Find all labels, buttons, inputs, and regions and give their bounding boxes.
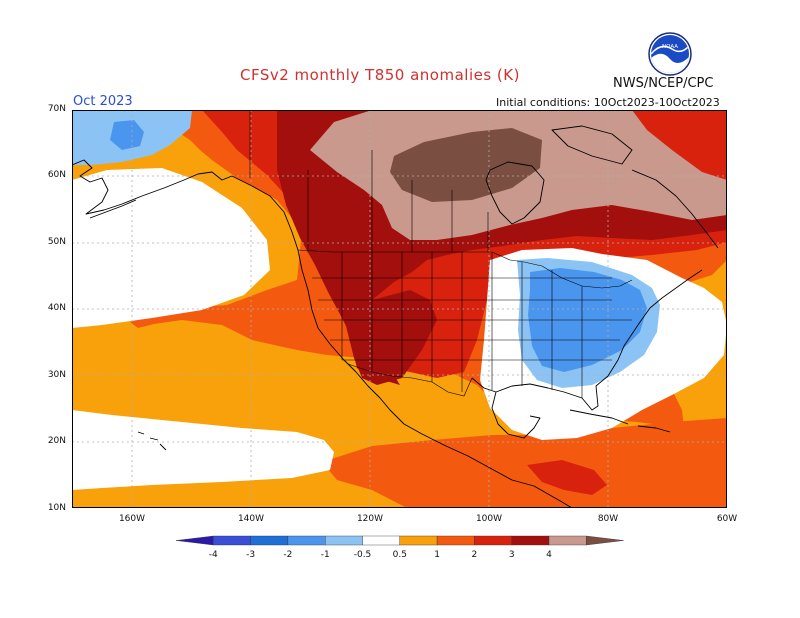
initial-conditions: Initial conditions: 10Oct2023-10Oct2023 (496, 96, 720, 109)
colorbar-labels: -4 -3 -2 -1 -0.5 0.5 1 2 3 4 (209, 550, 552, 560)
colorbar-level-label: -2 (283, 550, 292, 560)
border-us-mexico (347, 363, 473, 397)
coastlines (72, 125, 719, 508)
lon-label-140w: 140W (237, 514, 265, 524)
graticule (72, 110, 727, 508)
forecast-month: Oct 2023 (73, 94, 133, 109)
colorbar: -4 -3 -2 -1 -0.5 0.5 1 2 3 4 (175, 535, 624, 560)
coast-gulf (471, 375, 609, 411)
political-borders (249, 110, 633, 398)
coast-hawaii (137, 431, 167, 451)
colorbar-level-label: 0.5 (393, 550, 407, 560)
coast-cuba (569, 409, 629, 425)
colorbar-swatch (213, 535, 251, 546)
logo-text: NOAA (662, 44, 678, 50)
lat-label-60n: 60N (47, 170, 66, 180)
coast-central-america (533, 485, 573, 508)
colorbar-swatch (250, 535, 289, 546)
coast-alaska (72, 159, 233, 215)
colorbar-swatch (586, 535, 624, 546)
colorbar-level-label: 1 (434, 550, 440, 560)
band-3-4-southwest (344, 290, 437, 385)
lon-label-120w: 120W (356, 514, 384, 524)
colorbar-swatch (362, 535, 400, 546)
anomaly-map (72, 110, 727, 508)
band-neg-ak-inner (110, 120, 144, 150)
coast-baja (355, 371, 535, 487)
colorbar-level-label: -0.5 (354, 550, 372, 560)
coast-arctic-islands (551, 125, 633, 165)
colorbar-level-label: 3 (509, 550, 515, 560)
map-frame (72, 110, 727, 508)
colorbar-level-label: -1 (321, 550, 330, 560)
agency-label: NWS/NCEP/CPC (613, 76, 714, 91)
band-neutral-gulf (492, 395, 592, 432)
colorbar-swatches (175, 535, 624, 546)
lat-label-10n: 10N (47, 503, 66, 513)
colorbar-swatch (324, 535, 363, 546)
coast-pacific-nw (231, 175, 357, 373)
colorbar-swatch (548, 535, 587, 546)
noaa-logo: NOAA (648, 32, 692, 76)
coast-hudson-bay (485, 161, 545, 225)
colorbar-level-label: -3 (246, 550, 255, 560)
border-canada-provinces (307, 150, 489, 252)
coast-atlantic (607, 269, 703, 377)
coast-labrador (631, 169, 719, 249)
colorbar-level-label: 2 (472, 550, 478, 560)
colorbar-level-label: -4 (209, 550, 218, 560)
band-neutral-pacific (72, 168, 270, 328)
colorbar-swatch (175, 535, 214, 546)
coast-aleutians (89, 199, 137, 219)
coast-hispaniola (637, 425, 671, 433)
band-neutral-hawaii (72, 410, 334, 490)
colorbar-level-label: 4 (546, 550, 552, 560)
band-2-3-gulf (527, 460, 607, 495)
chart-title: CFSv2 monthly T850 anomalies (K) (240, 66, 520, 84)
colorbar-swatch (399, 535, 438, 546)
band-max (390, 128, 542, 202)
border-us-states-cols (341, 252, 583, 398)
colorbar-swatch (436, 535, 475, 546)
colorbar-swatch (511, 535, 550, 546)
colorbar-swatch (474, 535, 512, 546)
lon-label-60w: 60W (716, 514, 738, 524)
lon-label-80w: 80W (597, 514, 619, 524)
colorbar-swatch (287, 535, 326, 546)
lon-label-100w: 100W (475, 514, 503, 524)
lat-label-70n: 70N (47, 104, 66, 114)
lat-label-20n: 20N (47, 436, 66, 446)
lat-label-50n: 50N (47, 237, 66, 247)
lon-label-160w: 160W (118, 514, 146, 524)
lat-label-30n: 30N (47, 370, 66, 380)
lat-label-40n: 40N (47, 303, 66, 313)
border-canada-us (297, 249, 633, 289)
band-atlantic-red (632, 110, 727, 180)
coast-yucatan (491, 391, 541, 439)
band-1-2-south (322, 418, 727, 508)
